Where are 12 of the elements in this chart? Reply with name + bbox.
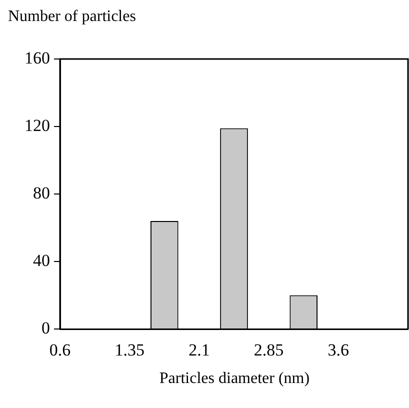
y-tick-label: 80: [33, 183, 50, 202]
x-tick-label: 1.35: [114, 340, 144, 360]
x-tick-label: 2.85: [254, 340, 284, 360]
y-axis-title: Number of particles: [8, 8, 136, 26]
y-tick-label: 160: [24, 48, 50, 68]
x-tick-label: 3.6: [328, 340, 350, 360]
x-axis-title: Particles diameter (nm): [158, 370, 311, 388]
x-tick-label: 0.6: [49, 340, 71, 360]
y-tick-label: 120: [24, 116, 50, 135]
y-tick-label: 0: [42, 318, 50, 338]
y-tick-label: 40: [33, 250, 50, 270]
x-tick-label: 2.1: [188, 340, 210, 360]
